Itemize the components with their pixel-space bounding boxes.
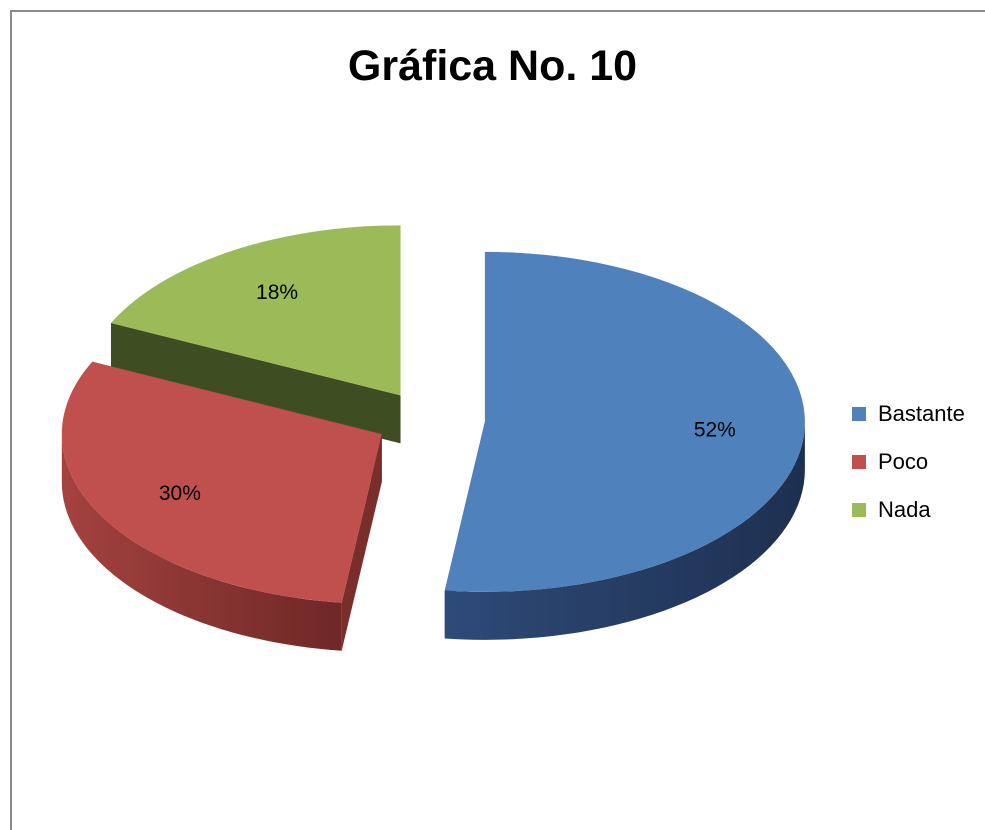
slice-nada — [110, 225, 401, 396]
legend: Bastante Poco Nada — [852, 390, 965, 534]
data-label-bastante: 52% — [694, 419, 736, 442]
legend-item-poco: Poco — [852, 438, 965, 486]
legend-item-bastante: Bastante — [852, 390, 965, 438]
data-label-nada: 18% — [256, 281, 298, 304]
slice-poco — [61, 361, 382, 603]
chart-frame — [10, 10, 985, 830]
slice-wall-poco-0 — [341, 434, 382, 651]
pie-chart: 18% 52% 30% — [61, 225, 805, 651]
chart-title: Gráfica No. 10 — [347, 42, 638, 90]
legend-item-nada: Nada — [852, 486, 965, 534]
slice-wall-nada-0 — [110, 322, 401, 444]
data-label-poco: 30% — [159, 482, 201, 505]
slice-bastante — [444, 251, 805, 592]
slice-side-bastante-0 — [444, 421, 805, 640]
legend-swatch-poco — [852, 455, 866, 469]
slice-side-poco-0 — [61, 434, 342, 651]
legend-swatch-nada — [852, 503, 866, 517]
legend-swatch-bastante — [852, 407, 866, 421]
legend-label-nada: Nada — [878, 497, 931, 522]
legend-label-bastante: Bastante — [878, 401, 965, 426]
legend-label-poco: Poco — [878, 449, 929, 474]
